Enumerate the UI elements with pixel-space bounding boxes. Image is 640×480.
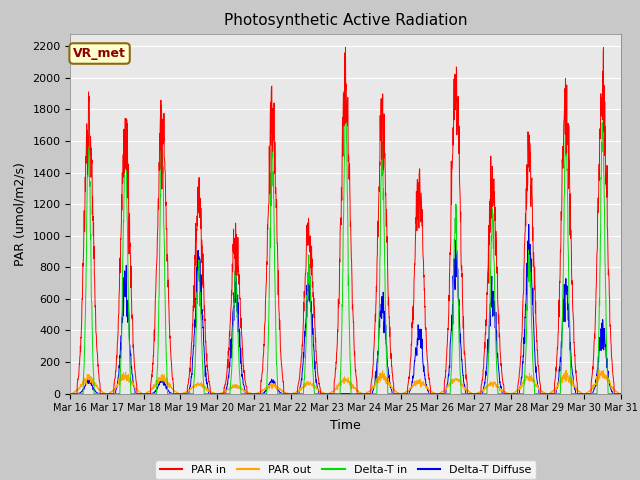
PAR in [374, 218, 381, 224]
Delta-T in [584, 391, 591, 396]
Delta-T in [617, 391, 625, 396]
Delta-T Diffuse [617, 391, 625, 396]
Title: Photosynthetic Active Radiation: Photosynthetic Active Radiation [224, 13, 467, 28]
Text: VR_met: VR_met [73, 47, 126, 60]
PAR in [362, 391, 369, 396]
Legend: PAR in, PAR out, Delta-T in, Delta-T Diffuse: PAR in, PAR out, Delta-T in, Delta-T Dif… [156, 460, 536, 479]
PAR out [362, 391, 369, 396]
PAR out [584, 389, 591, 395]
Line: PAR out: PAR out [70, 370, 621, 394]
Delta-T Diffuse [584, 391, 591, 396]
Delta-T in [506, 391, 513, 396]
PAR in [220, 391, 228, 396]
Line: Delta-T in: Delta-T in [70, 100, 621, 394]
PAR in [506, 391, 513, 396]
Delta-T Diffuse [67, 391, 74, 396]
PAR in [584, 391, 591, 396]
Delta-T Diffuse [506, 391, 513, 396]
Y-axis label: PAR (umol/m2/s): PAR (umol/m2/s) [14, 162, 27, 265]
Delta-T Diffuse [525, 222, 532, 228]
PAR out [220, 389, 228, 395]
PAR out [568, 380, 576, 385]
PAR in [67, 391, 74, 396]
Delta-T Diffuse [220, 391, 228, 396]
X-axis label: Time: Time [330, 419, 361, 432]
PAR in [342, 45, 349, 50]
Line: PAR in: PAR in [70, 48, 621, 394]
Delta-T Diffuse [374, 356, 381, 362]
Delta-T Diffuse [362, 391, 369, 396]
PAR out [374, 380, 381, 385]
PAR in [568, 281, 576, 287]
Line: Delta-T Diffuse: Delta-T Diffuse [70, 225, 621, 394]
Delta-T in [67, 391, 74, 396]
Delta-T in [342, 97, 350, 103]
PAR out [67, 391, 74, 396]
PAR in [617, 391, 625, 396]
Delta-T Diffuse [568, 370, 576, 376]
PAR out [617, 391, 625, 396]
Delta-T in [220, 391, 228, 396]
PAR out [595, 367, 603, 372]
Delta-T in [362, 391, 369, 396]
Delta-T in [374, 365, 381, 371]
PAR out [506, 391, 513, 396]
Delta-T in [568, 391, 576, 396]
